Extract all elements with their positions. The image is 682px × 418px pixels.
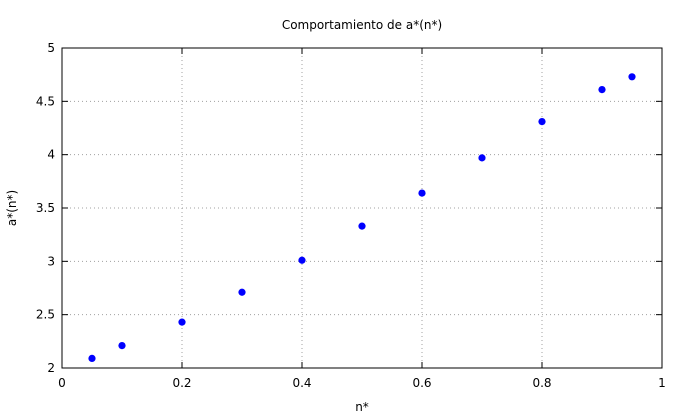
axis-ticks [61, 47, 663, 369]
y-tick-label: 3 [47, 254, 55, 268]
data-point [418, 189, 426, 197]
y-tick-label: 4.5 [36, 94, 55, 108]
data-point [88, 354, 96, 362]
data-points [88, 73, 636, 362]
y-tick-label: 4 [47, 148, 55, 162]
y-tick-label: 2 [47, 361, 55, 375]
x-axis-label: n* [355, 400, 369, 414]
y-tick-label: 2.5 [36, 308, 55, 322]
data-point [538, 118, 546, 126]
x-tick-labels: 0 0.2 0.4 0.6 0.8 1 [58, 376, 666, 390]
data-point [478, 154, 486, 162]
chart-title: Comportamiento de a*(n*) [282, 18, 442, 32]
x-tick-label: 1 [658, 376, 666, 390]
data-point [358, 222, 366, 230]
data-point [238, 288, 246, 296]
y-tick-label: 5 [47, 41, 55, 55]
x-tick-label: 0.4 [292, 376, 311, 390]
data-point [118, 342, 126, 350]
data-point [598, 86, 606, 94]
y-tick-labels: 2 2.5 3 3.5 4 4.5 5 [36, 41, 55, 375]
data-point [298, 256, 306, 264]
x-tick-label: 0.2 [172, 376, 191, 390]
y-axis-label: a*(n*) [5, 190, 19, 226]
grid-lines [62, 48, 662, 368]
y-tick-label: 3.5 [36, 201, 55, 215]
x-tick-label: 0.8 [532, 376, 551, 390]
data-point [628, 73, 636, 81]
data-point [178, 318, 186, 326]
x-tick-label: 0 [58, 376, 66, 390]
x-tick-label: 0.6 [412, 376, 431, 390]
